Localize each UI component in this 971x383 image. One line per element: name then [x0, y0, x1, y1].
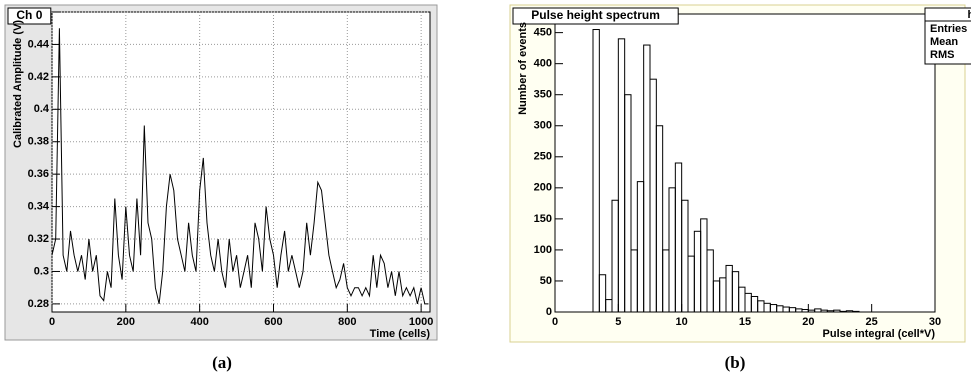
histogram-bin [598, 274, 607, 313]
y-tick-label: 0.3 [34, 265, 49, 277]
x-tick-label: 30 [929, 316, 941, 328]
x-tick-label: 200 [117, 316, 135, 328]
x-tick-label: 800 [338, 316, 356, 328]
plot-area [51, 11, 431, 313]
y-tick-label: 0.36 [28, 168, 49, 180]
x-tick-label: 10 [676, 316, 688, 328]
stats-label: Mean [930, 36, 958, 48]
histogram-bin [655, 125, 664, 313]
stats-box [924, 7, 971, 65]
histogram-bin [852, 310, 860, 313]
x-tick-label: 1000 [409, 316, 433, 328]
title-box [7, 7, 52, 25]
chart-title: Ch 0 [16, 8, 42, 22]
histogram-bin [624, 94, 632, 313]
waveform [51, 28, 429, 305]
x-tick-label: 15 [739, 316, 751, 328]
histogram-bin [839, 310, 847, 313]
y-tick-label: 0.28 [28, 298, 49, 310]
stats-title: h244 [967, 9, 971, 21]
x-tick-label: 0 [49, 316, 55, 328]
y-tick-label: 0.4 [34, 103, 50, 115]
y-tick-label: 150 [534, 213, 552, 225]
x-tick-label: 5 [615, 316, 621, 328]
y-tick-label: 0.38 [28, 136, 49, 148]
x-tick-label: 400 [190, 316, 208, 328]
y-tick-label: 250 [534, 151, 552, 163]
x-tick-label: 0 [552, 316, 558, 328]
histogram-bin [592, 29, 600, 313]
caption: (b) [725, 353, 746, 372]
y-tick-label: 0.32 [28, 233, 49, 245]
y-tick-label: 0.42 [28, 71, 49, 83]
y-tick-label: 200 [534, 182, 552, 194]
y-tick-label: 0.44 [28, 38, 50, 50]
y-tick-label: 50 [540, 275, 552, 287]
caption: (a) [212, 353, 232, 372]
y-axis-label: Number of events [517, 22, 529, 115]
title-box [512, 7, 679, 25]
x-axis-label: Time (cells) [370, 328, 431, 340]
x-tick-label: 25 [866, 316, 878, 328]
chart-title: Pulse height spectrum [531, 8, 660, 22]
x-tick-label: 20 [802, 316, 814, 328]
stats-label: Entries [930, 23, 967, 35]
y-tick-label: 350 [534, 89, 552, 101]
y-axis-label: Calibrated Amplitude (V) [12, 20, 24, 148]
y-tick-label: 300 [534, 120, 552, 132]
y-tick-label: 450 [534, 27, 552, 39]
y-tick-label: 0 [546, 306, 552, 318]
stats-label: RMS [930, 49, 954, 61]
y-tick-label: 100 [534, 244, 552, 256]
y-tick-label: 0.34 [28, 201, 50, 213]
x-axis-label: Pulse integral (cell*V) [823, 328, 936, 340]
x-tick-label: 600 [264, 316, 282, 328]
y-tick-label: 400 [534, 58, 552, 70]
